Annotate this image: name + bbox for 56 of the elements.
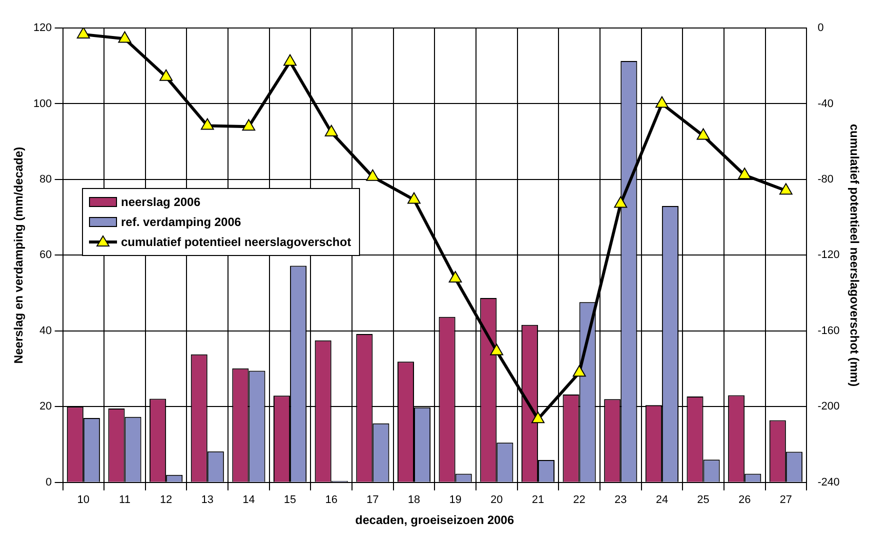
legend-label: cumulatief potentieel neerslagoverschot [121, 235, 352, 249]
x-tick-label: 17 [366, 494, 379, 506]
point [76, 28, 90, 38]
point [614, 196, 628, 208]
point [366, 169, 380, 181]
x-tick-label: 19 [449, 494, 462, 506]
x-tick-label: 18 [408, 494, 420, 506]
y2-tick-label: -120 [818, 249, 840, 262]
y-tick-label: 40 [40, 324, 52, 337]
x-tick-label: 23 [614, 494, 627, 506]
point [448, 270, 462, 282]
point [738, 168, 752, 180]
point [779, 183, 792, 195]
y-tick-label: 80 [40, 174, 52, 186]
point [200, 118, 214, 130]
x-tick-label: 12 [160, 494, 172, 506]
point [407, 192, 421, 204]
x-tick-label: 13 [201, 494, 214, 506]
x-axis-title: decaden, groeiseizoen 2006 [355, 513, 514, 528]
y2-tick-label: -40 [818, 98, 834, 110]
x-tick-label: 22 [573, 494, 586, 506]
x-tick-label: 15 [284, 494, 296, 506]
x-tick-label: 14 [242, 494, 255, 506]
x-tick-label: 11 [119, 494, 130, 506]
y2-tick-label: 0 [818, 22, 824, 34]
point [696, 128, 710, 140]
point [490, 344, 504, 356]
y-tick-label: 20 [40, 400, 52, 413]
point [324, 124, 338, 136]
x-tick-label: 25 [697, 494, 710, 506]
y2-tick-label: -80 [818, 174, 834, 186]
x-tick-label: 20 [490, 494, 503, 506]
x-tick-label: 27 [780, 494, 792, 506]
x-tick-label: 26 [738, 494, 751, 506]
y-tick-label: 120 [33, 22, 52, 34]
y-tick-label: 0 [46, 476, 52, 488]
y2-tick-label: -200 [818, 400, 840, 413]
x-tick-label: 24 [656, 494, 668, 506]
x-tick-label: 16 [325, 494, 338, 506]
y2-axis-title: cumulatief potentieel neerslagoverschot (mm) [847, 124, 862, 387]
legend-label: neerslag 2006 [121, 195, 200, 209]
y-axis-title: Neerslag en verdamping (mm/decade) [12, 146, 26, 364]
point [118, 31, 132, 43]
y-tick-label: 60 [40, 249, 52, 262]
point [242, 119, 256, 131]
y2-tick-label: -240 [818, 476, 840, 488]
x-tick-label: 21 [532, 494, 544, 506]
x-tick-label: 10 [77, 494, 90, 506]
legend-label: ref. verdamping 2006 [121, 215, 242, 229]
point [531, 412, 545, 424]
y2-tick-label: -160 [818, 324, 840, 337]
y-tick-label: 100 [33, 98, 52, 110]
point [572, 365, 586, 377]
point [283, 54, 297, 66]
point [655, 96, 669, 108]
point [160, 69, 173, 81]
